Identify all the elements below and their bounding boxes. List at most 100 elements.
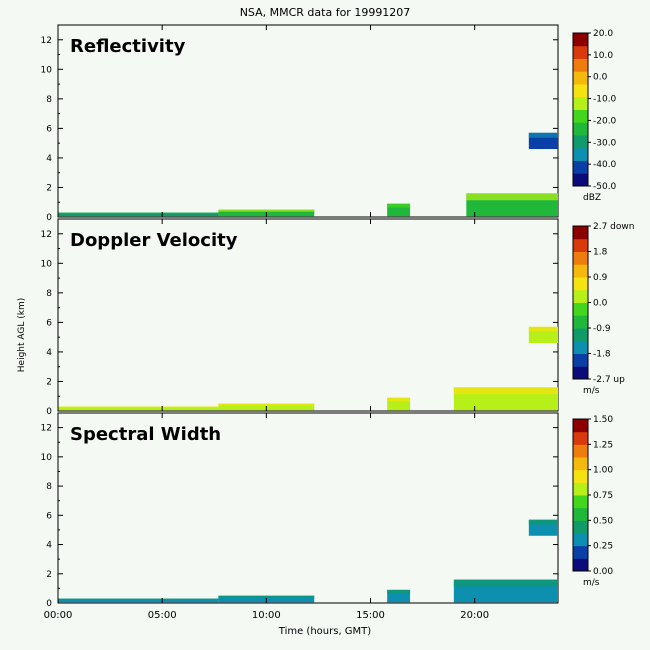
colorbar-segment [573, 264, 588, 278]
y-tick-label: 12 [41, 424, 52, 434]
x-tick-label: 05:00 [148, 610, 177, 621]
colorbar-segment [573, 160, 588, 174]
x-tick-label: 00:00 [44, 610, 73, 621]
colorbar-segment [573, 482, 588, 496]
x-tick-label: 10:00 [252, 610, 281, 621]
colorbar-unit: m/s [583, 578, 600, 588]
y-tick-label: 10 [41, 65, 53, 75]
colorbar-segment [573, 58, 588, 72]
colorbar-frame [572, 32, 589, 187]
colorbar-segment [573, 469, 588, 483]
x-tick-label: 20:00 [460, 610, 489, 621]
colorbar-tick-label: -30.0 [593, 138, 617, 148]
colorbar-tick-label: -0.9 [593, 324, 611, 334]
y-tick-label: 2 [46, 183, 52, 193]
colorbar-tick-label: 1.8 [593, 248, 608, 258]
echo-highlight [58, 406, 219, 408]
y-tick-label: 12 [41, 230, 52, 240]
colorbar-segment [573, 33, 588, 47]
y-tick-label: 0 [46, 599, 52, 609]
colorbar-segment [573, 507, 588, 521]
colorbar-segment [573, 135, 588, 149]
colorbar-segment [573, 533, 588, 547]
colorbar-segment [573, 173, 588, 187]
colorbar-tick-label: 1.00 [593, 466, 613, 476]
colorbar-segment [573, 289, 588, 303]
echo-highlight [58, 598, 219, 600]
y-tick-label: 0 [46, 407, 52, 417]
y-tick-label: 8 [46, 95, 52, 105]
colorbar-segment [573, 353, 588, 367]
figure-title: NSA, MMCR data for 19991207 [239, 6, 411, 19]
y-tick-label: 4 [46, 348, 52, 358]
colorbar-tick-label: 0.25 [593, 542, 613, 552]
colorbar-segment [573, 431, 588, 445]
panel-1: 0 2 4 6 8 10 12 Doppler Velocity 2.7 down 1.8 0.9 0… [41, 218, 634, 417]
colorbar-segment [573, 45, 588, 59]
colorbar-segment [573, 122, 588, 136]
y-tick-label: 10 [41, 453, 53, 463]
y-axis-label: Height AGL (km) [17, 297, 27, 373]
y-tick-label: 6 [46, 124, 52, 134]
y-tick-label: 8 [46, 482, 52, 492]
colorbar-segment [573, 545, 588, 559]
y-tick-label: 2 [46, 570, 52, 580]
y-tick-label: 12 [41, 36, 52, 46]
y-tick-label: 8 [46, 289, 52, 299]
echo-region [58, 212, 219, 217]
colorbar-tick-label: -2.7 up [593, 375, 625, 385]
colorbar-segment [573, 96, 588, 110]
plot-frame [57, 412, 559, 604]
x-axis-label: Time (hours, GMT) [278, 626, 372, 637]
colorbar-unit: dBZ [583, 193, 601, 203]
colorbar-tick-label: 0.0 [593, 73, 608, 83]
echo-highlight [528, 132, 558, 138]
colorbar-segment [573, 71, 588, 85]
colorbar-tick-label: -40.0 [593, 160, 617, 170]
colorbar-segment [573, 520, 588, 534]
colorbar-segment [573, 558, 588, 572]
colorbar-tick-label: 0.00 [593, 567, 613, 577]
colorbar-segment [573, 419, 588, 433]
echo-highlight [387, 397, 411, 402]
panel-title: Doppler Velocity [70, 230, 238, 251]
y-tick-label: 4 [46, 154, 52, 164]
colorbar-tick-label: -20.0 [593, 116, 617, 126]
y-tick-label: 6 [46, 318, 52, 328]
echo-highlight [218, 595, 315, 598]
colorbar-tick-label: -50.0 [593, 182, 617, 192]
colorbar-tick-label: 10.0 [593, 51, 613, 61]
colorbar-segment [573, 109, 588, 123]
echo-highlight [528, 326, 558, 332]
echo-highlight [387, 203, 411, 208]
y-tick-label: 6 [46, 511, 52, 521]
colorbar-segment [573, 84, 588, 98]
y-tick-label: 4 [46, 541, 52, 551]
colorbar-segment [573, 238, 588, 252]
panel-title: Reflectivity [70, 36, 186, 57]
colorbar-segment [573, 315, 588, 329]
colorbar-tick-label: -10.0 [593, 95, 617, 105]
echo-highlight [453, 387, 558, 395]
colorbar-segment [573, 251, 588, 265]
colorbar-segment [573, 366, 588, 380]
plot-frame [57, 24, 559, 218]
colorbar-segment [573, 147, 588, 161]
echo-highlight [453, 579, 558, 587]
panel-title: Spectral Width [70, 424, 221, 445]
echo-region [58, 598, 219, 603]
panel-0: 0 2 4 6 8 10 12 Reflectivity 20.0 10.0 0.0 -10.0 -20… [41, 24, 617, 223]
colorbar-tick-label: 0.75 [593, 491, 613, 501]
colorbar-segment [573, 340, 588, 354]
y-tick-label: 2 [46, 377, 52, 387]
echo-highlight [218, 403, 315, 406]
x-tick-label: 15:00 [356, 610, 385, 621]
y-tick-label: 10 [41, 259, 53, 269]
echo-region [58, 406, 219, 411]
colorbar-tick-label: 1.25 [593, 440, 613, 450]
plot-frame [57, 218, 559, 412]
colorbar-segment [573, 328, 588, 342]
colorbar-tick-label: 0.50 [593, 516, 613, 526]
